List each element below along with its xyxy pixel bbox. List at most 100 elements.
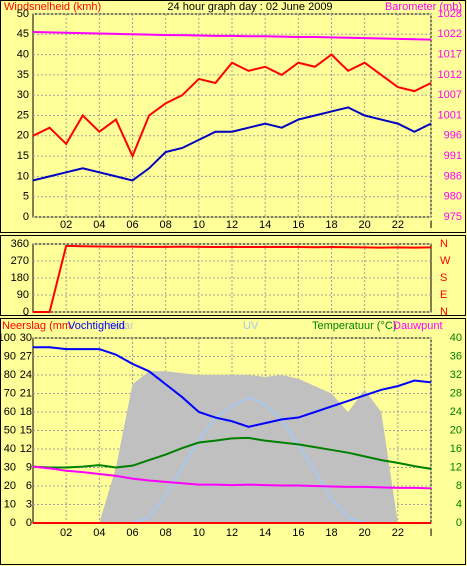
y-tick-label: 20 [4,480,16,492]
x-tick-label: 12 [226,527,238,539]
y-tick-label: 180 [11,272,29,284]
series-line [32,106,432,182]
y2-tick-label: 1001 [438,109,462,121]
x-tick-label: 08 [160,219,172,231]
series-line [33,244,432,313]
x-tick-label: 20 [359,527,371,539]
y2-tick-label: S [440,272,447,284]
x-tick-label: 16 [292,527,304,539]
y3-tick-label: 18 [20,406,32,418]
y2-tick-label: 975 [444,211,462,223]
y-tick-label: 70 [4,387,16,399]
x-tick-label: 22 [392,219,404,231]
y2-tick-label: 8 [456,480,462,492]
series-line [32,436,432,470]
x-tick-label: I [429,527,432,539]
y2-tick-label: 1012 [438,69,462,81]
y2-tick-label: 1017 [438,49,462,61]
x-tick-label: 04 [93,527,105,539]
x-tick-label: 22 [392,527,404,539]
x-tick-label: 14 [259,219,271,231]
y-tick-label: 40 [17,49,29,61]
y2-tick-label: 20 [450,424,462,436]
y2-tick-label: 0 [456,517,462,529]
x-tick-label: 10 [193,219,205,231]
legend-label: UV [243,320,259,332]
x-tick-label: 16 [292,219,304,231]
y-tick-label: 270 [11,255,29,267]
y-tick-label: 100 [0,332,16,344]
x-tick-label: 12 [226,219,238,231]
legend-label: Vochtigheid [68,320,125,332]
x-tick-label: I [429,219,432,231]
y2-tick-label: 991 [444,150,462,162]
legend-label: Neerslag (mm [2,320,71,332]
series-line [33,346,432,428]
y2-tick-label: 1022 [438,28,462,40]
y-tick-label: 45 [17,28,29,40]
y-tick-label: 20 [17,130,29,142]
y-axis-label: Windsnelheid (kmh) [4,1,101,13]
y2-tick-label: 32 [450,369,462,381]
x-tick-label: 08 [160,527,172,539]
y-tick-label: 50 [4,424,16,436]
legend-label: Temperatuur (°C) [312,320,396,332]
y-tick-label: 5 [23,191,29,203]
y-tick-label: 40 [4,443,16,455]
series-line [32,465,432,490]
x-tick-label: 04 [93,219,105,231]
y2-tick-label: N [440,306,448,318]
y-tick-label: 90 [4,350,16,362]
y2-tick-label: 12 [450,461,462,473]
y2-tick-label: 1028 [438,8,462,20]
y-tick-label: 0 [10,517,16,529]
y3-tick-label: 12 [20,443,32,455]
y3-tick-label: 24 [20,369,32,381]
x-tick-label: 02 [60,219,72,231]
y2-tick-label: 36 [450,350,462,362]
y2-tick-label: 1007 [438,89,462,101]
legend-label: Dauwpunt [393,320,443,332]
chart-title: 24 hour graph day : 02 June 2009 [167,1,332,13]
y-tick-label: 10 [17,170,29,182]
y2-tick-label: 24 [450,406,462,418]
y-tick-label: 25 [17,109,29,121]
y3-tick-label: 27 [20,350,32,362]
y-tick-label: 60 [4,406,16,418]
y-tick-label: 30 [4,461,16,473]
y-tick-label: 360 [11,238,29,250]
y2-tick-label: 996 [444,130,462,142]
y-tick-label: 50 [17,8,29,20]
y3-tick-label: 0 [26,517,32,529]
y2-tick-label: 986 [444,170,462,182]
y-tick-label: 35 [17,69,29,81]
y3-tick-label: 21 [20,387,32,399]
y-tick-label: 80 [4,369,16,381]
y-tick-label: 0 [23,211,29,223]
legend-label: Solar [108,320,134,332]
x-tick-label: 10 [193,527,205,539]
y-tick-label: 30 [17,89,29,101]
x-tick-label: 18 [325,527,337,539]
y2-tick-label: 16 [450,443,462,455]
y2-tick-label: N [440,238,448,250]
x-tick-label: 14 [259,527,271,539]
y-tick-label: 0 [23,306,29,318]
y3-tick-label: 6 [26,480,32,492]
y3-tick-label: 3 [26,498,32,510]
x-tick-label: 06 [126,219,138,231]
y2-tick-label: W [440,255,451,267]
x-tick-label: 18 [325,219,337,231]
area [33,371,431,523]
y3-tick-label: 9 [26,461,32,473]
y2-tick-label: 4 [456,498,462,510]
y3-tick-label: 15 [20,424,32,436]
series-line [32,31,432,41]
series-line [32,53,432,159]
y2-tick-label: 980 [444,191,462,203]
x-tick-label: 02 [60,527,72,539]
y3-tick-label: 30 [20,332,32,344]
x-tick-label: 20 [359,219,371,231]
